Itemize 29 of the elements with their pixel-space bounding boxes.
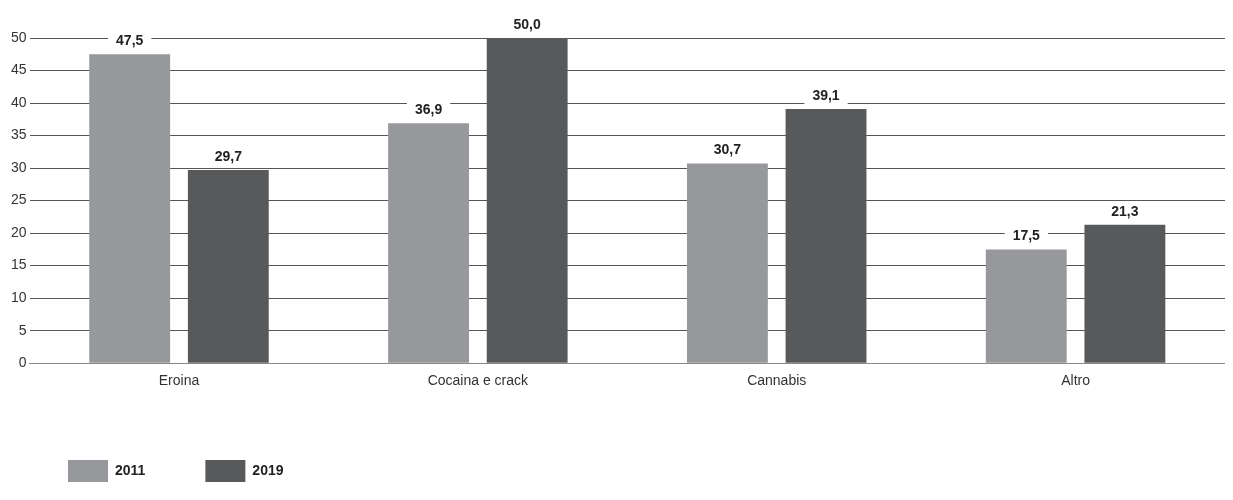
data-label: 30,7	[713, 141, 742, 158]
legend-label: 2011	[115, 461, 146, 478]
x-tick-label: Altro	[1061, 372, 1091, 389]
x-tick-label: Eroina	[158, 372, 200, 389]
y-tick-label: 20	[10, 223, 27, 240]
y-tick-label: 45	[10, 61, 27, 78]
y-tick-label: 15	[10, 256, 27, 273]
data-label: 36,9	[414, 101, 443, 118]
y-tick-label: 30	[10, 158, 27, 175]
bar	[985, 249, 1067, 363]
bar	[686, 163, 768, 363]
x-tick-label: Cannabis	[747, 372, 807, 389]
data-label: 39,1	[812, 86, 840, 103]
legend-label: 2019	[252, 461, 284, 478]
data-label: 29,7	[214, 147, 243, 164]
data-label: 47,5	[116, 32, 144, 49]
data-label: 21,3	[1111, 202, 1139, 219]
y-tick-label: 35	[10, 126, 27, 143]
y-tick-label: 10	[10, 289, 27, 306]
bar	[388, 123, 469, 363]
bar	[89, 54, 171, 363]
y-tick-label: 5	[18, 321, 27, 338]
data-label: 17,5	[1012, 227, 1041, 244]
y-tick-label: 25	[10, 191, 27, 208]
y-tick-label: 40	[10, 93, 27, 110]
y-tick-label: 0	[18, 354, 27, 371]
y-tick-label: 50	[10, 28, 27, 45]
data-label: 50,0	[513, 15, 542, 32]
x-tick-label: Cocaina e crack	[427, 372, 530, 389]
